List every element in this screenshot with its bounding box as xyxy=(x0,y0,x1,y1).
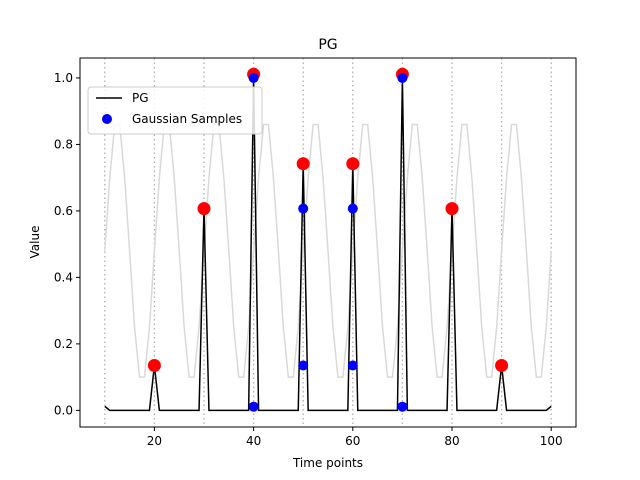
y-tick-label: 0.0 xyxy=(54,403,73,417)
gaussian-sample-point xyxy=(347,360,358,371)
gaussian-sample-point xyxy=(397,72,408,83)
peak-point xyxy=(445,202,459,216)
peak-point xyxy=(147,359,161,372)
x-tick-label: 80 xyxy=(444,434,459,448)
gaussian-sample-point xyxy=(397,401,408,412)
legend-pg-label: PG xyxy=(132,91,149,105)
legend-gaussian-label: Gaussian Samples xyxy=(132,112,242,126)
background-wave-line xyxy=(104,123,552,378)
x-axis: 20 40 60 80 100 xyxy=(147,427,563,448)
y-tick-label: 0.8 xyxy=(54,137,73,151)
chart-title: PG xyxy=(318,37,337,53)
y-tick-label: 0.4 xyxy=(54,270,73,284)
legend-gaussian-swatch xyxy=(102,114,112,124)
peak-point xyxy=(495,359,509,372)
x-tick-label: 20 xyxy=(147,434,162,448)
y-tick-label: 0.6 xyxy=(54,204,73,218)
gaussian-sample-point xyxy=(248,72,259,83)
gaussian-sample-point xyxy=(298,360,309,371)
peak-point xyxy=(197,202,211,216)
peak-point xyxy=(296,157,310,171)
plot-frame xyxy=(79,57,577,428)
peak-point xyxy=(346,157,360,171)
gaussian-sample-point xyxy=(248,401,259,412)
legend: PG Gaussian Samples xyxy=(87,86,263,135)
x-tick-label: 40 xyxy=(246,434,261,448)
gaussian-sample-point xyxy=(298,203,309,214)
x-tick-label: 60 xyxy=(345,434,360,448)
y-tick-label: 0.2 xyxy=(54,337,73,351)
x-tick-label: 100 xyxy=(540,434,563,448)
plot-area xyxy=(104,58,552,427)
pg-series-line xyxy=(104,77,552,412)
y-tick-label: 1.0 xyxy=(54,71,73,85)
x-axis-label: Time points xyxy=(292,456,363,470)
gaussian-sample-point xyxy=(347,203,358,214)
y-axis: 0.0 0.2 0.4 0.6 0.8 1.0 xyxy=(54,71,80,417)
y-axis-label: Value xyxy=(28,226,42,259)
legend-box xyxy=(87,86,263,135)
